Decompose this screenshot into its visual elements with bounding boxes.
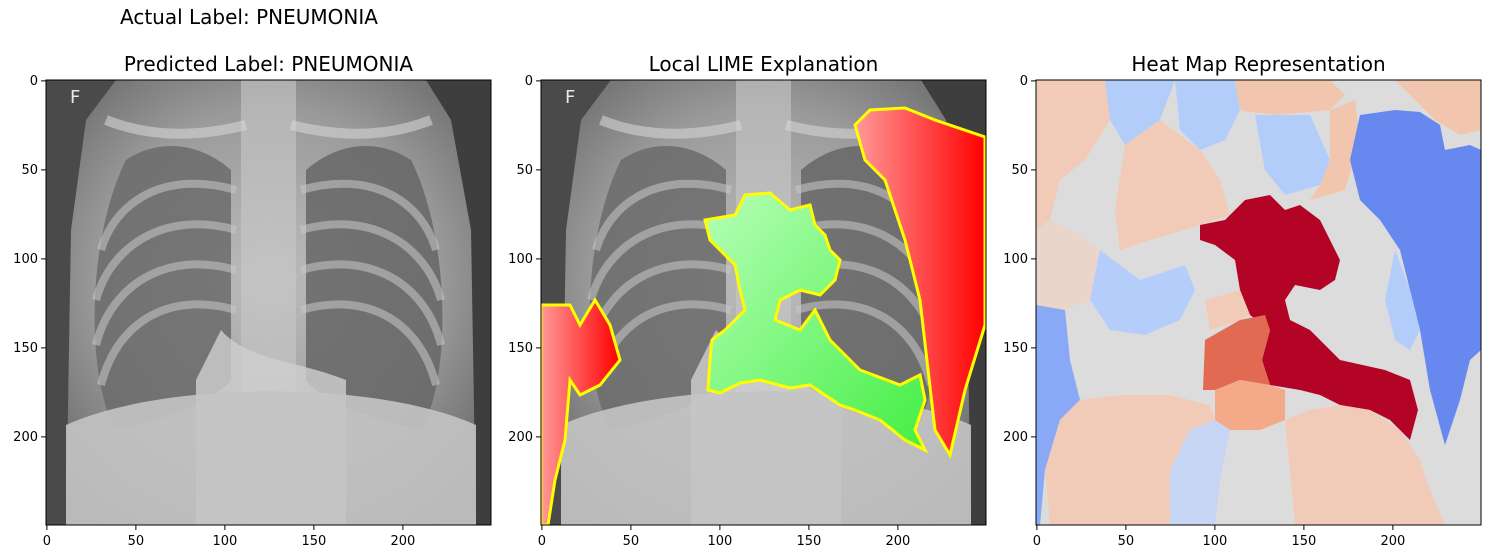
heatmap-region-blue-left (1036, 80, 1110, 230)
panel-2-y-tick-label-3: 150 (508, 341, 533, 356)
heatmap-region-peach-mid (1310, 100, 1360, 200)
panel-2-y-tick-label-1: 50 (516, 163, 533, 178)
panel-2-title: Local LIME Explanation (648, 52, 879, 76)
panel-1-y-tick-label-2: 100 (13, 252, 38, 267)
heatmap-region-peach-right-top (1395, 80, 1481, 135)
heatmap-region-lightblue-bottom (1170, 420, 1230, 525)
panel-1-x-tick-label-1: 50 (128, 534, 145, 549)
panel-3-image (1036, 80, 1481, 525)
panel-1-axes-frame (45, 79, 492, 526)
heatmap-region-blue-right-lower (1385, 250, 1420, 350)
panel-2-y-tick-label-2: 100 (508, 252, 533, 267)
panel-1-x-tick-label-3: 150 (301, 534, 326, 549)
panel-3-x-tick-label-4: 200 (1380, 534, 1405, 549)
panel-3-axes-frame (1035, 79, 1482, 526)
panel-1-title: Predicted Label: PNEUMONIA (123, 52, 414, 76)
panel-2-overlay-letter: F (565, 87, 575, 108)
panel-3-y-tick-label-3: 150 (1003, 341, 1028, 356)
lime-negative-region-left (541, 297, 622, 525)
heatmap-region-red-core (1200, 195, 1418, 440)
panel-3-title: Heat Map Representation (1131, 52, 1386, 76)
heatmap-region-cream-center (1115, 120, 1230, 250)
panel-3-y-tick-label-4: 200 (1003, 430, 1028, 445)
heatmap-region-lightblue-center (1255, 115, 1330, 195)
panel-1-overlay-letter: F (70, 87, 80, 108)
panel-2-x-tick-label-2: 100 (707, 534, 732, 549)
panel-1-y-tick-label-3: 150 (13, 341, 38, 356)
panel-2-axes-frame (540, 79, 987, 526)
heatmap-region-lightblue-top (1175, 80, 1240, 150)
heatmap-region-lightblue (1090, 250, 1195, 335)
heatmap-region-strong-blue (1350, 110, 1481, 445)
heatmap-region-peach-bottom-right (1285, 405, 1445, 525)
heatmap-region-peach-top (1235, 80, 1345, 115)
panel-1-y-tick-label-1: 50 (21, 163, 38, 178)
lime-negative-region-right (853, 106, 986, 459)
panel-3-x-tick-label-0: 0 (1033, 534, 1041, 549)
panel-1-x-tick-label-0: 0 (43, 534, 51, 549)
panel-1-x-tick-label-2: 100 (212, 534, 237, 549)
panel-3-x-tick-label-2: 100 (1202, 534, 1227, 549)
panel-2-x-tick-label-3: 150 (796, 534, 821, 549)
panel-1-image (46, 80, 491, 525)
panel-3-y-tick-label-0: 0 (1020, 74, 1028, 89)
heatmap-region-cream-left (1036, 220, 1100, 310)
panel-2-y-tick-label-4: 200 (508, 430, 533, 445)
heatmap-region-orange (1203, 315, 1270, 390)
panel-1-y-tick-label-0: 0 (30, 74, 38, 89)
heatmap-region-blue-mid (1036, 305, 1080, 525)
panel-1-y-tick-label-4: 200 (13, 430, 38, 445)
panel-3-x-tick-label-1: 50 (1118, 534, 1135, 549)
panel-1-x-tick-label-4: 200 (390, 534, 415, 549)
heatmap-region-peach-small (1205, 290, 1250, 330)
panel-3-y-tick-label-2: 100 (1003, 252, 1028, 267)
panel-2-y-tick-label-0: 0 (525, 74, 533, 89)
panel-2-x-tick-label-1: 50 (623, 534, 640, 549)
heatmap-region-peach-below (1215, 380, 1285, 430)
panel-2-x-tick-label-0: 0 (538, 534, 546, 549)
heatmap-region-blue-top (1105, 80, 1175, 145)
panel-3-x-tick-label-3: 150 (1291, 534, 1316, 549)
panel-2-x-tick-label-4: 200 (885, 534, 910, 549)
lime-positive-region (703, 191, 929, 454)
panel-3-y-tick-label-1: 50 (1011, 163, 1028, 178)
panel-2-image (541, 80, 986, 525)
figure-suptitle: Actual Label: PNEUMONIA (120, 5, 378, 29)
